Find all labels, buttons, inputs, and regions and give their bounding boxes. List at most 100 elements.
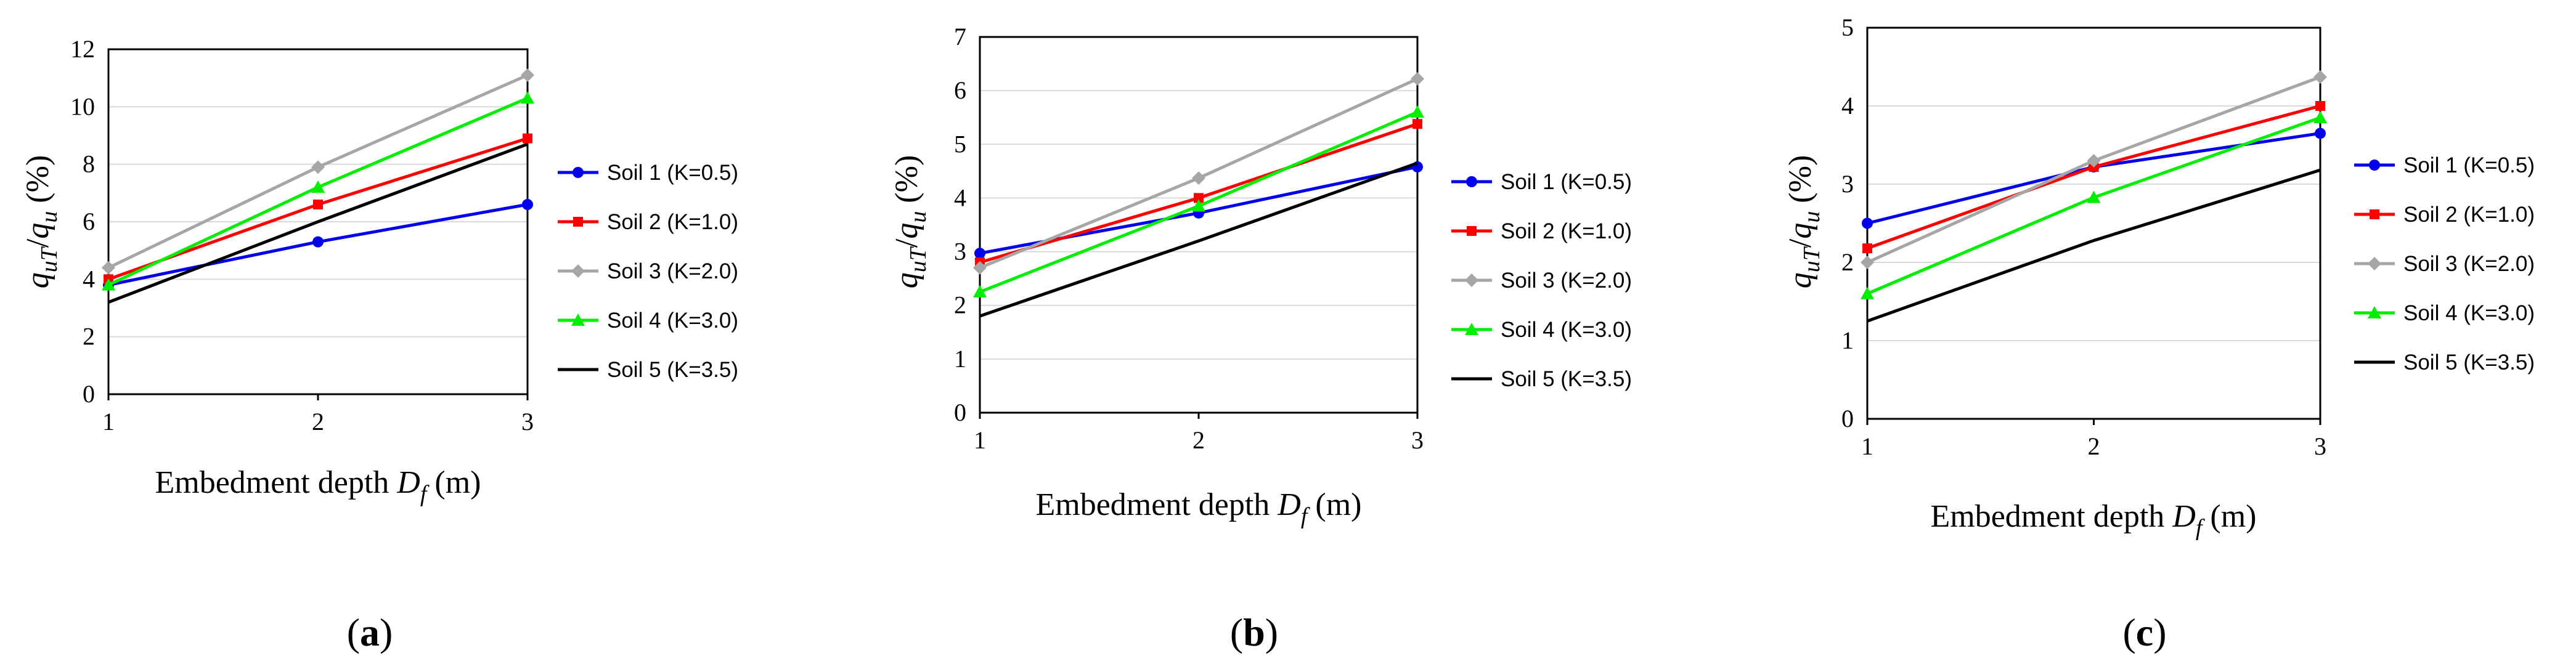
x-axis-title-unit: (m): [426, 465, 481, 500]
x-axis-title: Embedment depth Df (m): [1035, 487, 1361, 529]
y-axis-title-part: (%): [20, 155, 55, 211]
y-tick-label: 4: [954, 184, 966, 211]
legend-item: Soil 3 (K=2.0): [558, 259, 738, 283]
series-4: [973, 105, 1424, 298]
x-axis-title-symbol: D: [2172, 499, 2196, 534]
legend-label: Soil 4 (K=3.0): [2403, 301, 2535, 325]
data-point-square: [1862, 243, 1872, 254]
legend-item: Soil 2 (K=1.0): [1451, 219, 1632, 243]
series-1: [103, 199, 533, 291]
x-axis-title-symbol: D: [1277, 487, 1301, 522]
data-point-triangle: [2087, 190, 2101, 203]
data-point-diamond: [1861, 256, 1874, 269]
data-point-circle: [1466, 176, 1477, 187]
y-axis-title-part: (%): [889, 155, 924, 211]
y-axis-title-part: uT: [1799, 246, 1825, 272]
data-point-diamond: [1411, 71, 1424, 86]
y-axis-title-part: uT: [36, 246, 62, 272]
panel-label-letter: c: [2136, 610, 2153, 654]
x-axis-title-text: Embedment depth: [155, 465, 397, 500]
legend-label: Soil 3 (K=2.0): [607, 259, 738, 283]
data-point-triangle: [311, 180, 325, 193]
panel-label-paren: (: [347, 610, 360, 654]
legend-label: Soil 1 (K=0.5): [607, 161, 738, 185]
y-tick-label: 4: [83, 265, 95, 293]
series-line: [108, 142, 528, 304]
panel-label-paren: (: [2122, 610, 2135, 654]
panel-label: (c): [2122, 610, 2166, 654]
y-tick-label: 2: [83, 323, 95, 350]
legend-item: Soil 5 (K=3.5): [558, 358, 738, 382]
y-axis-title-part: q: [20, 272, 55, 288]
y-axis-title: quT/qu (%): [20, 155, 62, 289]
data-point-square: [2370, 209, 2379, 219]
y-tick-label: 3: [1841, 170, 1854, 198]
legend-label: Soil 3 (K=2.0): [1501, 269, 1632, 293]
legend-item: Soil 1 (K=0.5): [558, 161, 738, 185]
panel-label: (a): [347, 610, 393, 654]
series-5: [108, 142, 528, 304]
series-3: [102, 68, 534, 275]
data-point-circle: [2315, 128, 2326, 139]
legend-label: Soil 1 (K=0.5): [2403, 153, 2535, 177]
x-tick-label: 3: [521, 408, 534, 435]
legend-label: Soil 5 (K=3.5): [2403, 350, 2535, 374]
legend-item: Soil 1 (K=0.5): [2354, 153, 2535, 177]
panel-label-letter: a: [360, 610, 380, 654]
data-point-square: [1467, 226, 1477, 236]
y-axis-title-part: q: [889, 223, 924, 239]
data-point-square: [313, 200, 323, 209]
y-axis-title-part: u: [905, 211, 931, 223]
y-tick-label: 2: [1841, 248, 1854, 276]
legend-item: Soil 5 (K=3.5): [1451, 367, 1632, 391]
series-4: [1861, 111, 2327, 299]
panel-label-paren: (: [1230, 610, 1243, 654]
y-tick-label: 1: [954, 345, 966, 373]
series-5: [1867, 168, 2321, 323]
x-tick-label: 2: [312, 408, 324, 435]
y-axis-title-part: /: [20, 238, 55, 248]
panel-label-letter: b: [1243, 610, 1265, 654]
y-axis-title-part: u: [1799, 211, 1825, 223]
x-tick-label: 1: [1861, 432, 1873, 460]
x-axis-title-text: Embedment depth: [1930, 499, 2172, 534]
x-tick-label: 1: [102, 408, 115, 435]
plot-frame: [979, 36, 1419, 414]
y-axis-title-part: u: [36, 211, 62, 223]
x-tick-label: 1: [974, 426, 986, 454]
data-point-square: [1412, 119, 1422, 129]
data-point-square: [573, 217, 583, 227]
data-point-diamond: [521, 68, 534, 82]
data-point-diamond: [2087, 153, 2101, 168]
data-point-triangle: [1861, 286, 1874, 299]
data-point-circle: [312, 236, 324, 248]
series-5: [979, 161, 1418, 318]
panel-label-paren: ): [1265, 610, 1278, 654]
y-tick-label: 0: [83, 380, 95, 408]
legend-item: Soil 4 (K=3.0): [558, 309, 738, 333]
series-line: [979, 161, 1418, 318]
y-axis-title: quT/qu (%): [1783, 155, 1825, 289]
legend-label: Soil 2 (K=1.0): [2403, 203, 2535, 227]
data-point-diamond: [2368, 257, 2381, 270]
data-point-triangle: [2368, 306, 2381, 318]
series-2: [975, 119, 1422, 267]
legend-item: Soil 4 (K=3.0): [1451, 318, 1632, 342]
data-point-diamond: [2313, 70, 2327, 84]
y-tick-label: 1: [1841, 326, 1854, 354]
data-point-circle: [522, 199, 533, 210]
legend-item: Soil 3 (K=2.0): [1451, 269, 1632, 293]
x-axis-title-symbol: D: [396, 465, 420, 500]
data-point-square: [2315, 101, 2325, 111]
data-point-square: [523, 133, 532, 144]
data-point-triangle: [1411, 105, 1424, 118]
legend-label: Soil 5 (K=3.5): [1501, 367, 1632, 391]
panel-label-paren: ): [380, 610, 393, 654]
y-tick-label: 0: [1841, 405, 1854, 432]
series-3: [973, 71, 1424, 275]
data-point-triangle: [973, 285, 987, 298]
y-tick-label: 2: [954, 291, 966, 319]
data-point-circle: [2369, 160, 2380, 171]
